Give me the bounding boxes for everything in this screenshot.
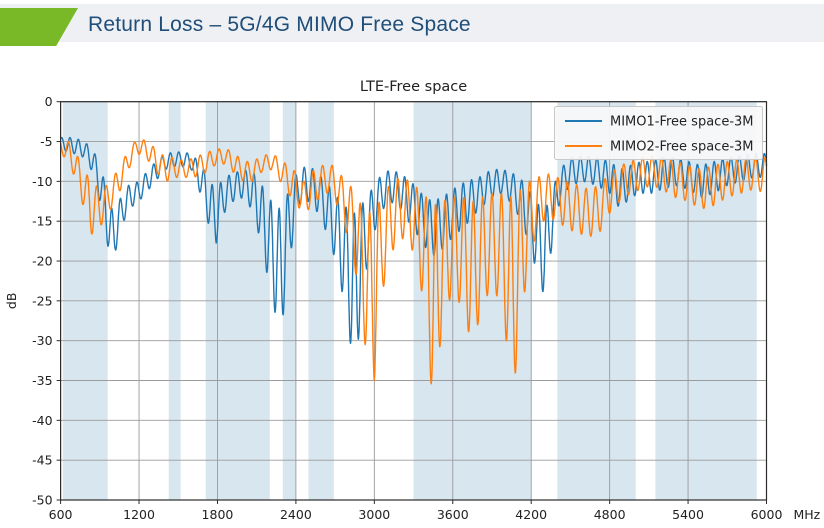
y-tick-label: -40 [32,413,52,428]
y-tick-label: -45 [32,453,52,468]
y-tick-label: -20 [32,254,52,269]
y-tick-label: -30 [32,333,52,348]
y-tick-label: -25 [32,293,52,308]
x-tick-label: 600 [49,507,73,522]
legend-box [554,106,763,160]
x-tick-label: 1800 [202,507,234,522]
x-tick-label: 3600 [437,507,469,522]
series-line-mimo1 [59,136,768,345]
legend-label: MIMO2-Free space-3M [610,140,754,155]
y-tick-label: -50 [32,493,52,508]
header-bar: Return Loss – 5G/4G MIMO Free Space [0,4,824,46]
page-title: Return Loss – 5G/4G MIMO Free Space [88,13,471,36]
y-tick-label: 0 [45,94,53,109]
x-tick-label: 2400 [280,507,312,522]
series-line-mimo2 [59,139,768,385]
x-axis-unit: MHz [794,507,821,522]
x-tick-label: 1200 [123,507,155,522]
x-tick-label: 4800 [594,507,626,522]
legend-label: MIMO1-Free space-3M [610,115,754,130]
x-tick-label: 3000 [358,507,390,522]
y-tick-label: -5 [40,134,52,149]
y-tick-label: -15 [32,214,52,229]
x-tick-label: 5400 [672,507,704,522]
legend: MIMO1-Free space-3M MIMO2-Free space-3M [554,106,763,160]
x-tick-label: 6000 [751,507,783,522]
y-axis-label: dB [4,293,19,310]
chart-title: LTE-Free space [360,79,467,95]
x-tick-label: 4200 [515,507,547,522]
y-tick-label: -35 [32,373,52,388]
y-tick-label: -10 [32,174,52,189]
axis-ticks [56,101,767,504]
